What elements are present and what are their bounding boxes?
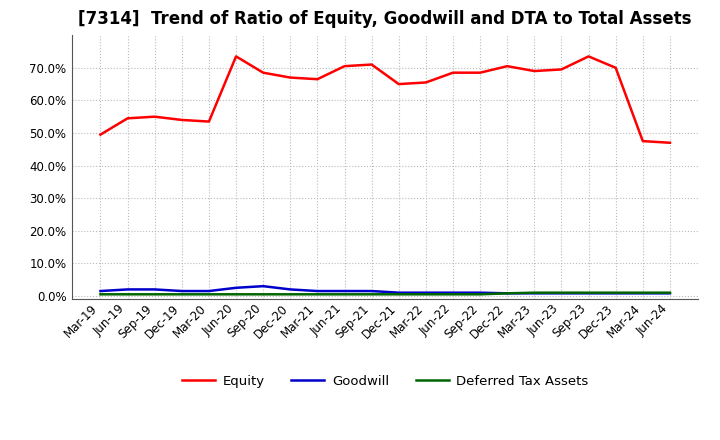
Equity <box>96 132 105 137</box>
Deferred Tax Assets <box>611 290 620 295</box>
Equity <box>639 139 647 144</box>
Goodwill <box>259 283 268 289</box>
Equity <box>259 70 268 75</box>
Equity <box>286 75 294 80</box>
Deferred Tax Assets <box>557 290 566 295</box>
Legend: Equity, Goodwill, Deferred Tax Assets: Equity, Goodwill, Deferred Tax Assets <box>176 369 594 393</box>
Deferred Tax Assets <box>476 292 485 297</box>
Equity <box>665 140 674 145</box>
Equity <box>313 77 322 82</box>
Goodwill <box>584 291 593 296</box>
Deferred Tax Assets <box>503 291 511 296</box>
Deferred Tax Assets <box>232 292 240 297</box>
Deferred Tax Assets <box>449 292 457 297</box>
Goodwill <box>286 287 294 292</box>
Equity <box>449 70 457 75</box>
Line: Equity: Equity <box>101 56 670 143</box>
Equity <box>421 80 430 85</box>
Title: [7314]  Trend of Ratio of Equity, Goodwill and DTA to Total Assets: [7314] Trend of Ratio of Equity, Goodwil… <box>78 10 692 28</box>
Deferred Tax Assets <box>178 292 186 297</box>
Goodwill <box>123 287 132 292</box>
Line: Goodwill: Goodwill <box>101 286 670 293</box>
Goodwill <box>449 290 457 295</box>
Deferred Tax Assets <box>639 290 647 295</box>
Equity <box>150 114 159 119</box>
Goodwill <box>150 287 159 292</box>
Deferred Tax Assets <box>584 290 593 295</box>
Goodwill <box>557 291 566 296</box>
Goodwill <box>665 291 674 296</box>
Deferred Tax Assets <box>367 292 376 297</box>
Deferred Tax Assets <box>313 292 322 297</box>
Equity <box>584 54 593 59</box>
Goodwill <box>232 285 240 290</box>
Deferred Tax Assets <box>530 290 539 295</box>
Equity <box>503 63 511 69</box>
Goodwill <box>96 288 105 293</box>
Deferred Tax Assets <box>204 292 213 297</box>
Goodwill <box>367 288 376 293</box>
Goodwill <box>476 290 485 295</box>
Goodwill <box>503 291 511 296</box>
Deferred Tax Assets <box>96 292 105 297</box>
Goodwill <box>313 288 322 293</box>
Goodwill <box>611 291 620 296</box>
Deferred Tax Assets <box>341 292 349 297</box>
Deferred Tax Assets <box>259 292 268 297</box>
Deferred Tax Assets <box>421 292 430 297</box>
Goodwill <box>421 290 430 295</box>
Goodwill <box>639 291 647 296</box>
Equity <box>232 54 240 59</box>
Equity <box>557 67 566 72</box>
Equity <box>367 62 376 67</box>
Equity <box>611 65 620 70</box>
Equity <box>178 117 186 123</box>
Equity <box>395 81 403 87</box>
Goodwill <box>178 288 186 293</box>
Deferred Tax Assets <box>395 292 403 297</box>
Equity <box>204 119 213 124</box>
Equity <box>530 68 539 73</box>
Deferred Tax Assets <box>665 290 674 295</box>
Goodwill <box>530 291 539 296</box>
Deferred Tax Assets <box>150 292 159 297</box>
Goodwill <box>204 288 213 293</box>
Equity <box>123 116 132 121</box>
Deferred Tax Assets <box>286 292 294 297</box>
Goodwill <box>395 290 403 295</box>
Line: Deferred Tax Assets: Deferred Tax Assets <box>101 293 670 294</box>
Equity <box>476 70 485 75</box>
Equity <box>341 63 349 69</box>
Goodwill <box>341 288 349 293</box>
Deferred Tax Assets <box>123 292 132 297</box>
